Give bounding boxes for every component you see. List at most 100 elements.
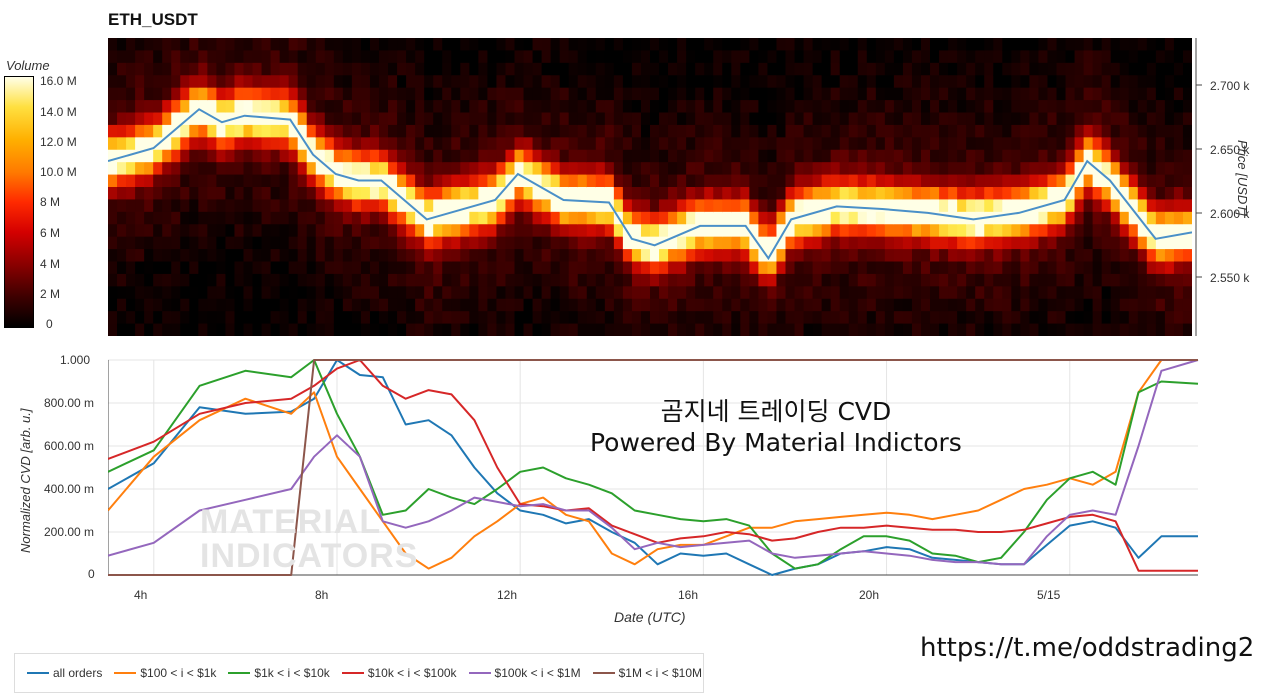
heatmap-cell [1083,199,1094,213]
heatmap-cell [1011,273,1021,287]
heatmap-cell [388,75,398,89]
heatmap-cell [297,100,308,114]
telegram-link[interactable]: https://t.me/oddstrading2 [920,633,1255,663]
heatmap-cell [162,261,172,275]
heatmap-cell [568,137,579,151]
heatmap-cell [225,199,236,213]
heatmap-cell [189,211,199,225]
heatmap-cell [939,137,949,151]
heatmap-cell [532,162,543,176]
heatmap-cell [1119,38,1130,52]
heatmap-cell [677,323,687,336]
heatmap-cell [740,261,750,275]
heatmap-cell [1020,273,1030,287]
heatmap-cell [713,50,723,64]
heatmap-cell [803,112,814,126]
heatmap-cell [821,87,832,101]
heatmap-cell [740,87,750,101]
heatmap-cell [1110,286,1121,300]
heatmap-cell [794,174,805,188]
heatmap-cell [893,261,904,275]
heatmap-cell [559,112,570,126]
heatmap-cell [388,62,398,76]
heatmap-cell [1119,273,1130,287]
heatmap-cell [966,224,976,238]
heatmap-cell [306,38,317,52]
heatmap-cell [324,87,335,101]
heatmap-cell [758,273,769,287]
heatmap-cell [108,50,118,64]
heatmap-cell [767,261,778,275]
heatmap-cell [812,211,823,225]
heatmap-cell [297,174,308,188]
heatmap-cell [171,211,181,225]
heatmap-cell [803,124,814,138]
heatmap-cell [478,38,488,52]
heatmap-cell [848,112,859,126]
heatmap-cell [875,249,886,263]
heatmap-cell [333,149,344,163]
heatmap-cell [108,311,118,325]
heatmap-cell [568,298,579,312]
heatmap-cell [153,199,163,213]
heatmap-cell [957,224,967,238]
heatmap-cell [911,100,922,114]
heatmap-cell [993,249,1003,263]
heatmap-cell [803,75,814,89]
heatmap-cell [957,273,967,287]
heatmap-cell [1164,323,1175,336]
heatmap-cell [342,311,353,325]
heatmap-cell [902,298,913,312]
heatmap-cell [749,261,759,275]
heatmap-cell [379,249,389,263]
heatmap-cell [279,187,290,201]
heatmap-cell [1092,87,1103,101]
heatmap-cell [288,50,299,64]
heatmap-cell [577,38,588,52]
heatmap-cell [803,298,814,312]
heatmap-cell [424,174,434,188]
heatmap-cell [758,224,769,238]
heatmap-cell [108,112,118,126]
heatmap-cell [451,323,461,336]
heatmap-cell [153,311,163,325]
heatmap-cell [144,149,154,163]
heatmap-cell [505,249,516,263]
cvd-series-line [108,359,1198,576]
legend-item-all-orders[interactable]: all orders [27,666,102,680]
legend-item-1m-10m[interactable]: $1M < i < $10M [592,666,702,680]
heatmap-cell [189,199,199,213]
heatmap-cell [749,75,759,89]
cvd-tick: 800.00 m [44,396,95,410]
heatmap-cell [668,100,678,114]
heatmap-cell [505,224,516,238]
heatmap-cell [622,311,633,325]
heatmap-cell [1146,286,1157,300]
heatmap-cell [1128,224,1139,238]
x-tick: 8h [315,588,329,602]
legend-item-100k-1m[interactable]: $100k < i < $1M [468,666,581,680]
heatmap-cell [577,298,588,312]
heatmap-cell [306,298,317,312]
heatmap-cell [604,286,615,300]
colorbar-tick: 8 M [40,195,61,209]
heatmap-cell [1083,298,1094,312]
heatmap-cell [622,149,633,163]
heatmap-cell [1038,75,1049,89]
heatmap-cell [1038,286,1049,300]
heatmap-cell [153,50,163,64]
heatmap-cell [812,236,823,250]
legend-item-10k-100k[interactable]: $10k < i < $100k [341,666,457,680]
legend-item-1k-10k[interactable]: $1k < i < $10k [228,666,330,680]
heatmap-cell [1038,311,1049,325]
heatmap-cell [180,199,190,213]
heatmap-cell [424,224,434,238]
heatmap-cell [1155,112,1166,126]
legend-item-100-1k[interactable]: $100 < i < $1k [114,666,216,680]
heatmap-cell [695,249,705,263]
heatmap-cell [388,211,398,225]
heatmap-cell [1155,100,1166,114]
heatmap-cell [749,38,759,52]
heatmap-cell [1020,38,1030,52]
heatmap-cell [902,75,913,89]
